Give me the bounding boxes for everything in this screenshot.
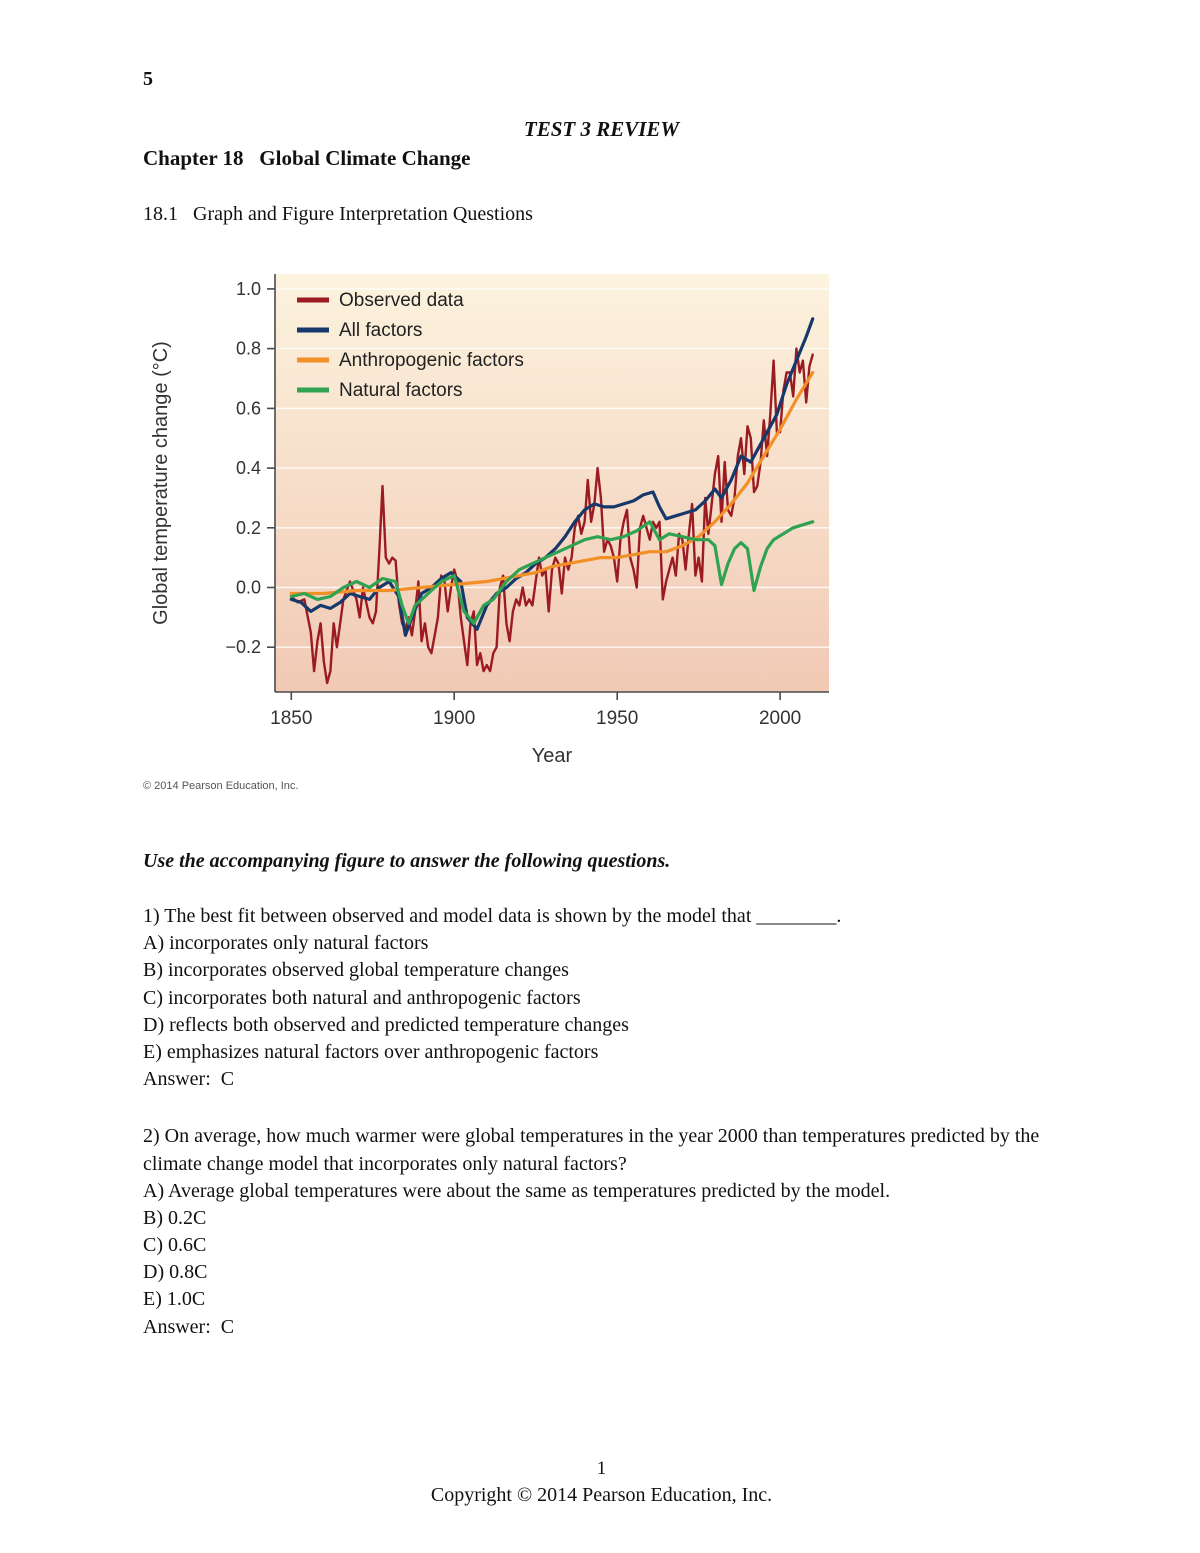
y-tick-label: −0.2 xyxy=(225,637,261,657)
answer-choice-a: A) incorporates only natural factors xyxy=(143,932,429,955)
page-footer: 1 Copyright © 2014 Pearson Education, In… xyxy=(143,1458,1060,1507)
legend-label: Natural factors xyxy=(339,380,463,401)
page-title: TEST 3 REVIEW xyxy=(523,117,680,141)
legend-label: Anthropogenic factors xyxy=(339,350,524,371)
climate-change-figure: −0.2 0.0 0.2 0.4 0.6 0.8 1.0 1850 1900 1950 2000 Ye… xyxy=(143,264,1060,792)
instruction-text: Use the accompanying figure to answer th… xyxy=(143,850,671,872)
y-tick-label: 0.6 xyxy=(236,398,261,418)
y-tick-label: 1.0 xyxy=(236,279,261,299)
question-answer: Answer: C xyxy=(143,1315,235,1338)
answer-choice-b: B) 0.2C xyxy=(143,1206,207,1229)
x-tick-label: 1950 xyxy=(596,708,638,729)
question-answer: Answer: C xyxy=(143,1068,235,1091)
question-stem: 1) The best fit between observed and mod… xyxy=(143,905,842,927)
legend-label: Observed data xyxy=(339,290,464,311)
y-tick-label: 0.4 xyxy=(236,458,261,478)
series-anthropogenic-factors xyxy=(289,370,815,596)
page-number-top: 5 xyxy=(143,68,153,90)
y-tick-label: 0.0 xyxy=(236,578,261,598)
legend-label: All factors xyxy=(339,320,422,341)
y-axis-label: Global temperature change (°C) xyxy=(150,341,172,625)
series-all-factors xyxy=(289,317,815,637)
answer-choice-d: D) 0.8C xyxy=(143,1261,208,1284)
question-1: 1) The best fit between observed and mod… xyxy=(143,903,1060,1093)
chapter-heading: Chapter 18 Global Climate Change xyxy=(143,146,471,170)
answer-choice-c: C) 0.6C xyxy=(143,1234,207,1257)
question-stem: 2) On average, how much warmer were glob… xyxy=(143,1125,1045,1175)
answer-choice-a: A) Average global temperatures were abou… xyxy=(143,1179,891,1202)
chart-legend: Observed data All factors Anthropogenic fa… xyxy=(297,290,524,401)
figure-credit: © 2014 Pearson Education, Inc. xyxy=(143,780,299,792)
series-natural-factors xyxy=(289,520,815,625)
climate-change-chart: −0.2 0.0 0.2 0.4 0.6 0.8 1.0 1850 1900 1950 2000 Ye… xyxy=(150,274,829,767)
x-axis-label: Year xyxy=(532,745,573,767)
answer-choice-e: E) emphasizes natural factors over anthr… xyxy=(143,1040,599,1063)
footer-page-number: 1 xyxy=(596,1458,607,1479)
answer-choice-c: C) incorporates both natural and anthrop… xyxy=(143,986,581,1009)
footer-copyright: Copyright © 2014 Pearson Education, Inc. xyxy=(430,1484,773,1506)
y-tick-label: 0.8 xyxy=(236,339,261,359)
answer-choice-d: D) reflects both observed and predicted … xyxy=(143,1013,629,1036)
x-tick-label: 2000 xyxy=(759,708,801,729)
question-2: 2) On average, how much warmer were glob… xyxy=(143,1123,1060,1341)
x-tick-label: 1850 xyxy=(270,708,312,729)
answer-choice-e: E) 1.0C xyxy=(143,1288,206,1311)
y-tick-label: 0.2 xyxy=(236,518,261,538)
answer-choice-b: B) incorporates observed global temperat… xyxy=(143,959,569,982)
x-tick-label: 1900 xyxy=(433,708,475,729)
section-heading: 18.1 Graph and Figure Interpretation Que… xyxy=(143,203,533,225)
